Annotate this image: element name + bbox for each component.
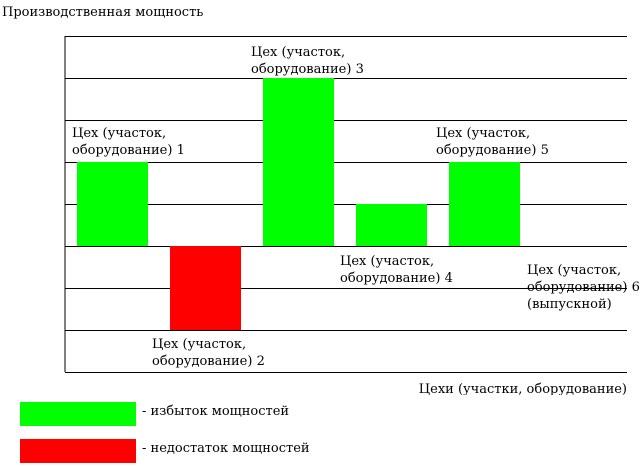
x-axis-title: Цехи (участки, оборудование): [419, 382, 627, 395]
bar-label-3: Цех (участок, оборудование) 3: [251, 45, 364, 77]
bar-label-2: Цех (участок, оборудование) 2: [152, 337, 265, 369]
grid-lines: [65, 36, 627, 373]
bar-label-line: оборудование) 2: [152, 354, 265, 369]
bar-5: [449, 162, 520, 246]
bar-label-line: оборудование) 3: [251, 62, 364, 77]
bar-label-line: оборудование) 6: [527, 280, 640, 295]
legend-deficit-swatch: [20, 439, 136, 463]
bar-label-4: Цех (участок, оборудование) 4: [340, 254, 453, 286]
bar-label-line: Цех (участок,: [340, 254, 434, 269]
bar-label-line: (выпускной): [527, 297, 612, 312]
bar-label-6: Цех (участок, оборудование) 6 (выпускной): [527, 263, 640, 312]
legend-surplus-swatch: [20, 402, 136, 426]
bar-4: [356, 204, 427, 246]
bar-label-5: Цех (участок, оборудование) 5: [436, 126, 549, 158]
bar-label-1: Цех (участок, оборудование) 1: [72, 126, 185, 158]
bar-label-line: Цех (участок,: [152, 337, 246, 352]
bars: [77, 78, 520, 330]
bar-label-line: оборудование) 5: [436, 143, 549, 158]
bar-label-line: Цех (участок,: [527, 263, 621, 278]
legend-deficit-label: - недостаток мощностей: [142, 441, 310, 456]
legend-surplus-label: - избыток мощностей: [142, 404, 290, 419]
bar-1: [77, 162, 148, 246]
bar-3: [263, 78, 334, 246]
bar-label-line: оборудование) 4: [340, 271, 453, 286]
bar-label-line: Цех (участок,: [251, 45, 345, 60]
bar-2: [170, 246, 241, 330]
bar-label-line: оборудование) 1: [72, 143, 185, 158]
y-axis-title: Производственная мощность: [2, 5, 203, 20]
bar-label-line: Цех (участок,: [72, 126, 166, 141]
bar-label-line: Цех (участок,: [436, 126, 530, 141]
